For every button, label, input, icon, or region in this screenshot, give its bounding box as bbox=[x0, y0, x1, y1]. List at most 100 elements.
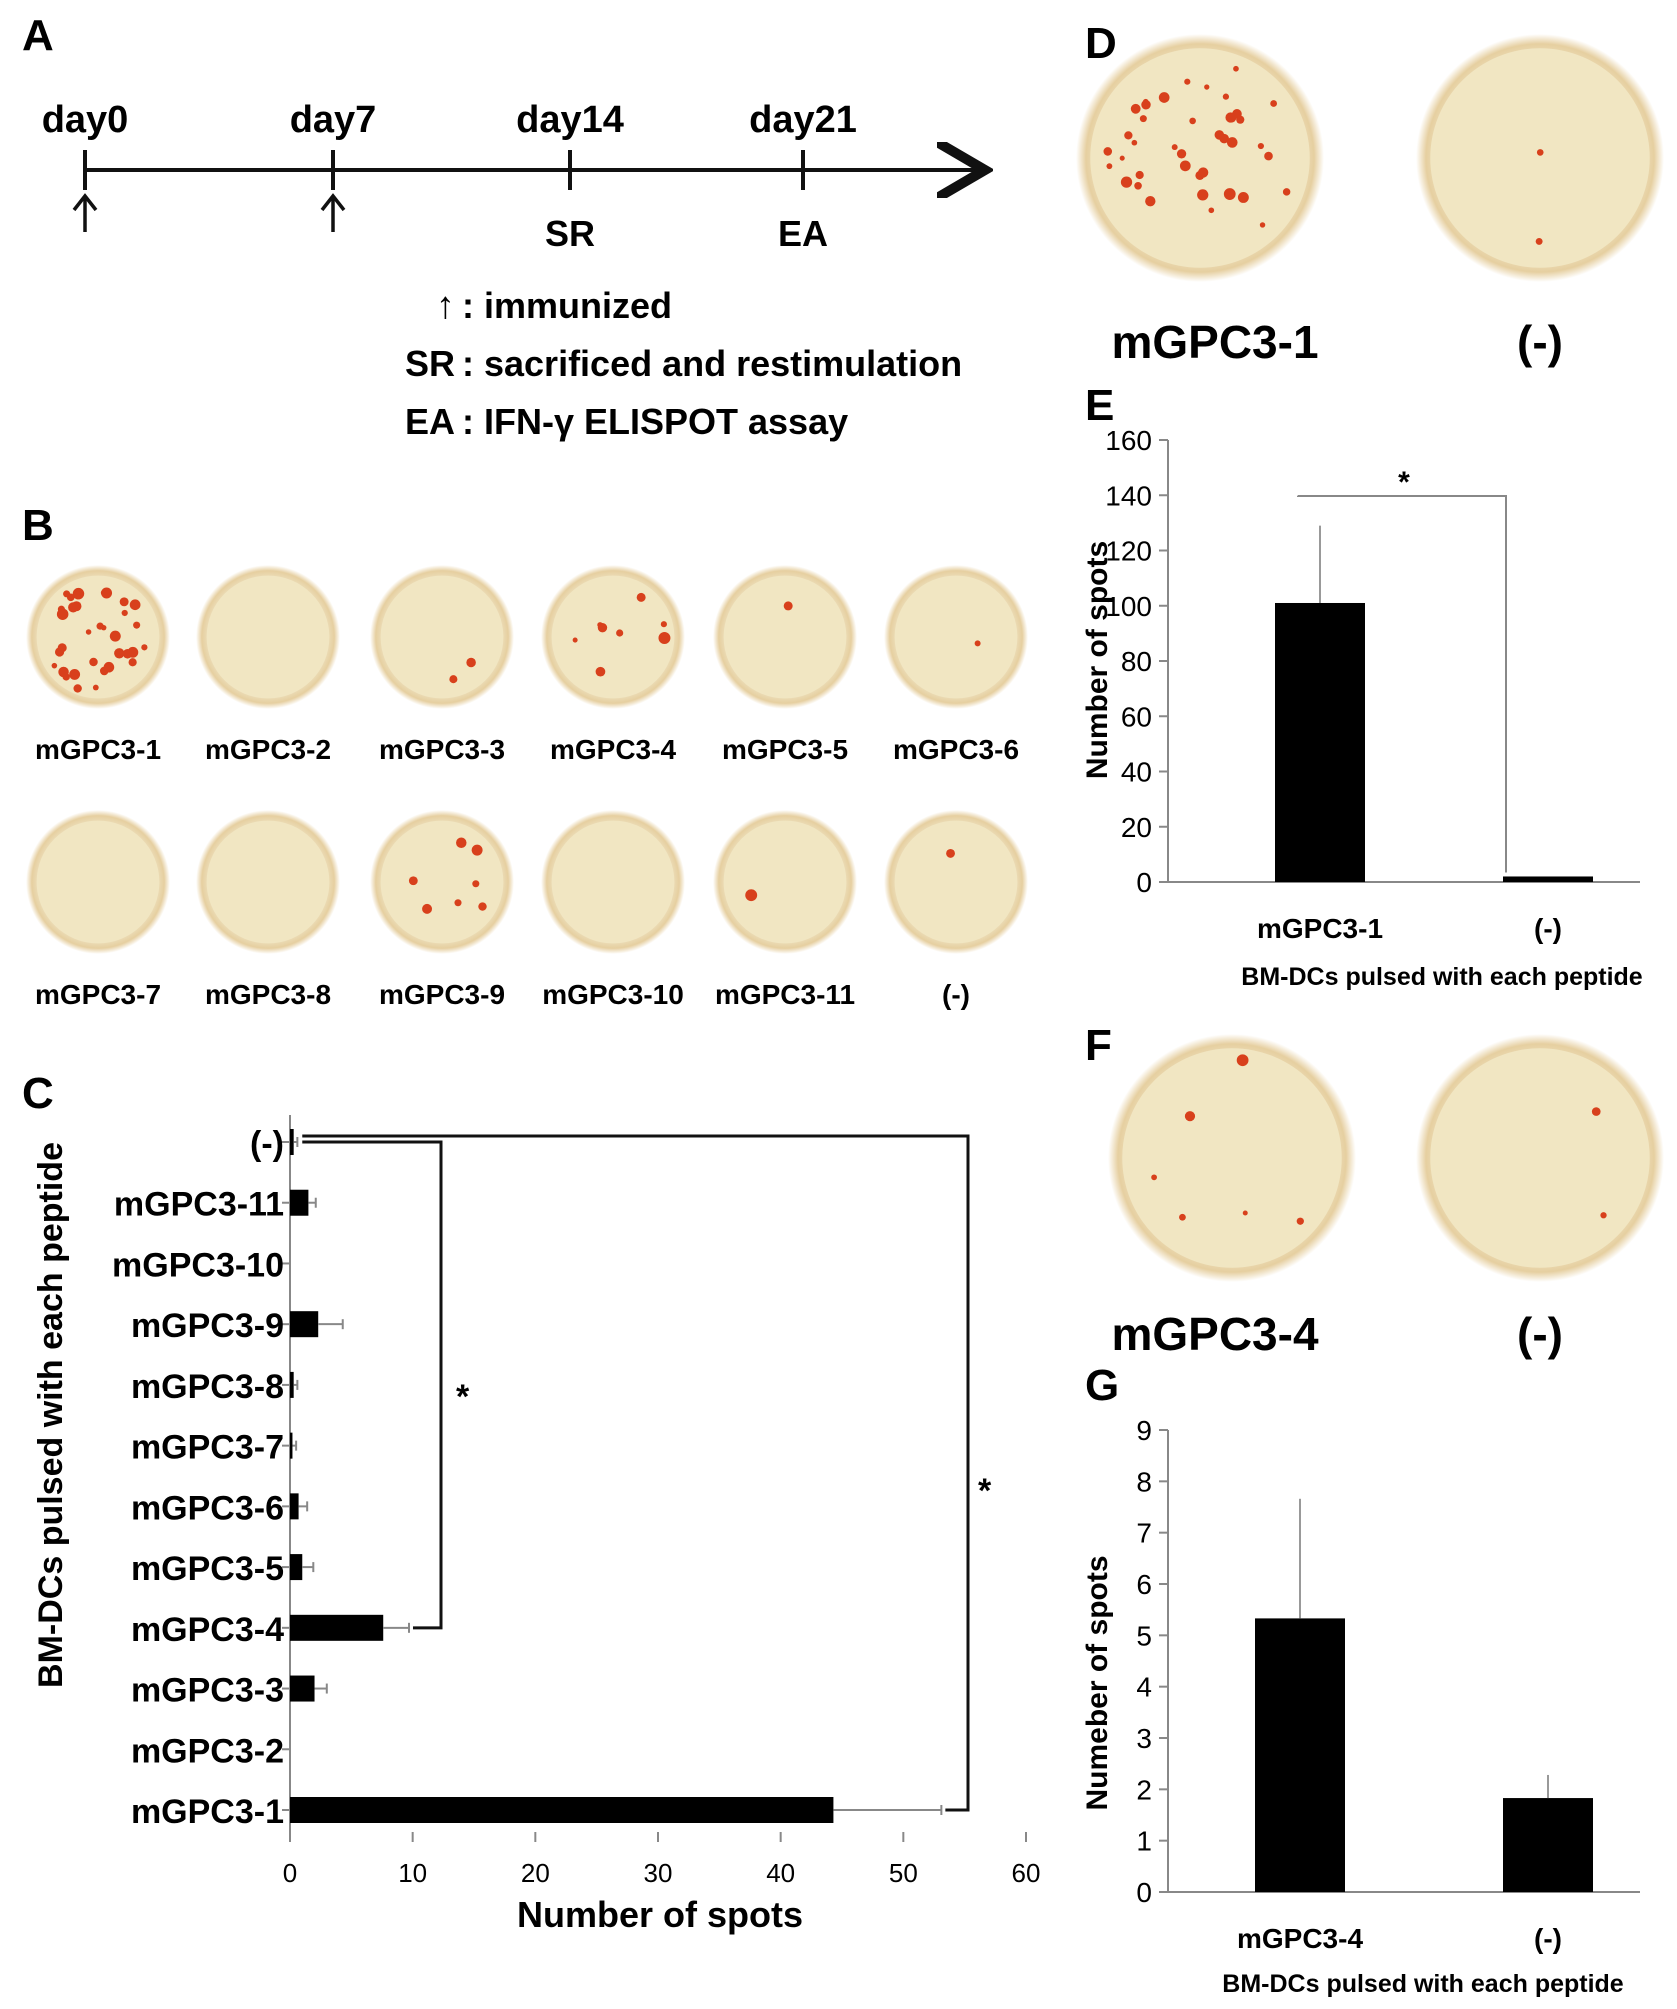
bar bbox=[290, 1675, 315, 1702]
elispot-spot bbox=[109, 630, 121, 642]
well-label: mGPC3-11 bbox=[715, 979, 855, 1010]
panel-letter-e: E bbox=[1085, 381, 1114, 430]
well-inner bbox=[206, 575, 330, 699]
elispot-spot bbox=[1296, 1217, 1304, 1225]
x-tick-label: 50 bbox=[889, 1858, 918, 1888]
well-label: mGPC3-8 bbox=[205, 979, 331, 1010]
elispot-spot bbox=[1120, 176, 1133, 188]
elispot-spot bbox=[1171, 144, 1178, 151]
y-tick-label: 6 bbox=[1136, 1569, 1152, 1600]
y-tick-label: 100 bbox=[1105, 591, 1152, 622]
timeline-legend: ↑ : immunized SR : sacrificed and restim… bbox=[405, 285, 962, 442]
bar bbox=[290, 1189, 309, 1216]
well-label: mGPC3-5 bbox=[722, 734, 848, 765]
well-inner bbox=[1430, 48, 1650, 268]
chart-e-y-axis-label: Number of spots bbox=[1081, 541, 1114, 779]
category-label: (-) bbox=[250, 1125, 284, 1163]
well-label: mGPC3-7 bbox=[35, 979, 161, 1010]
elispot-spot bbox=[69, 668, 81, 680]
elispot-well bbox=[884, 810, 1028, 954]
bar-chart-c: Number of spots BM-DCs pulsed with each … bbox=[32, 1115, 1040, 1935]
legend-symbol-sr: SR bbox=[405, 343, 455, 384]
elispot-spot bbox=[1536, 149, 1544, 156]
y-tick-label: 7 bbox=[1136, 1518, 1152, 1549]
chart-c-y-axis-label: BM-DCs pulsed with each peptide bbox=[32, 1142, 70, 1688]
well-inner bbox=[551, 575, 675, 699]
category-label: mGPC3-3 bbox=[131, 1672, 284, 1710]
elispot-spot bbox=[1264, 151, 1273, 161]
well-label: mGPC3-3 bbox=[379, 734, 505, 765]
elispot-spot bbox=[1270, 100, 1278, 107]
category-label: mGPC3-10 bbox=[112, 1246, 284, 1284]
legend-text-sr: : sacrificed and restimulation bbox=[462, 343, 962, 384]
elispot-spot bbox=[1236, 115, 1245, 124]
elispot-spot bbox=[129, 599, 141, 611]
elispot-spot bbox=[54, 647, 65, 657]
panel-letter-a: A bbox=[22, 11, 54, 60]
well-label-large: mGPC3-1 bbox=[1111, 316, 1318, 368]
panel-letter-f: F bbox=[1085, 1021, 1112, 1070]
elispot-well bbox=[370, 810, 514, 954]
y-tick-label: 0 bbox=[1136, 1877, 1152, 1908]
well-inner bbox=[36, 575, 160, 699]
x-tick-label: 40 bbox=[766, 1858, 795, 1888]
y-tick-label: 0 bbox=[1136, 867, 1152, 898]
well-inner bbox=[723, 575, 847, 699]
significance-star: * bbox=[456, 1378, 470, 1416]
elispot-spot bbox=[1189, 117, 1196, 125]
elispot-well-large bbox=[1076, 34, 1324, 282]
elispot-spot bbox=[1237, 192, 1249, 203]
elispot-spot bbox=[595, 666, 606, 677]
elispot-spot bbox=[1131, 139, 1138, 146]
elispot-spot bbox=[422, 903, 433, 914]
panel-letter-d: D bbox=[1085, 19, 1117, 68]
elispot-spot bbox=[100, 589, 107, 596]
well-label-large: (-) bbox=[1517, 316, 1563, 368]
category-label: mGPC3-6 bbox=[131, 1489, 284, 1527]
x-tick-label: 30 bbox=[644, 1858, 673, 1888]
category-label: mGPC3-1 bbox=[131, 1793, 284, 1831]
elispot-spot bbox=[597, 622, 608, 633]
chart-g-x-axis-label: BM-DCs pulsed with each peptide bbox=[1222, 1970, 1624, 1998]
timeline-day21-label: day21 bbox=[749, 99, 857, 141]
legend-text-immunized: : immunized bbox=[462, 285, 672, 326]
elispot-spot bbox=[1591, 1107, 1601, 1116]
well-label-large: (-) bbox=[1517, 1308, 1563, 1360]
elispot-spot bbox=[1282, 188, 1291, 196]
elispot-spot bbox=[1227, 113, 1237, 123]
category-label: mGPC3-5 bbox=[131, 1550, 284, 1588]
elispot-spot bbox=[745, 889, 758, 902]
elispot-spot bbox=[408, 876, 418, 886]
bar-chart-g: Numeber of spots BM-DCs pulsed with each… bbox=[1081, 1415, 1640, 1998]
chart-e-x-axis-label: BM-DCs pulsed with each peptide bbox=[1241, 963, 1643, 991]
timeline-sr-label: SR bbox=[545, 213, 595, 254]
legend-symbol-immunized: ↑ bbox=[436, 285, 455, 327]
elispot-spot bbox=[56, 608, 69, 620]
category-label: (-) bbox=[1534, 913, 1562, 944]
elispot-well bbox=[713, 810, 857, 954]
elispot-well-large bbox=[1108, 1034, 1356, 1282]
significance-bracket bbox=[302, 1134, 970, 1812]
elispot-spot bbox=[572, 637, 578, 643]
elispot-spot bbox=[1204, 84, 1210, 90]
well-label: mGPC3-2 bbox=[205, 734, 331, 765]
y-tick-label: 4 bbox=[1136, 1672, 1152, 1703]
y-tick-label: 1 bbox=[1136, 1826, 1152, 1857]
elispot-spot bbox=[1208, 207, 1215, 214]
well-label: mGPC3-6 bbox=[893, 734, 1019, 765]
significance-bracket bbox=[302, 1140, 443, 1630]
elispot-spot bbox=[636, 592, 646, 602]
elispot-spot bbox=[1141, 100, 1151, 110]
elispot-spot bbox=[974, 640, 981, 647]
elispot-spot bbox=[454, 899, 462, 907]
bar bbox=[1275, 602, 1365, 882]
timeline-day14-label: day14 bbox=[516, 99, 624, 141]
elispot-spot bbox=[946, 848, 955, 858]
elispot-wells-f: mGPC3-4 (-) bbox=[1108, 1034, 1664, 1360]
y-tick-label: 5 bbox=[1136, 1620, 1152, 1651]
elispot-well bbox=[541, 565, 685, 709]
category-label: mGPC3-1 bbox=[1257, 913, 1383, 944]
y-tick-label: 140 bbox=[1105, 480, 1152, 511]
well-inner bbox=[1430, 1048, 1650, 1268]
bar-chart-e: Number of spots BM-DCs pulsed with each … bbox=[1081, 425, 1643, 991]
